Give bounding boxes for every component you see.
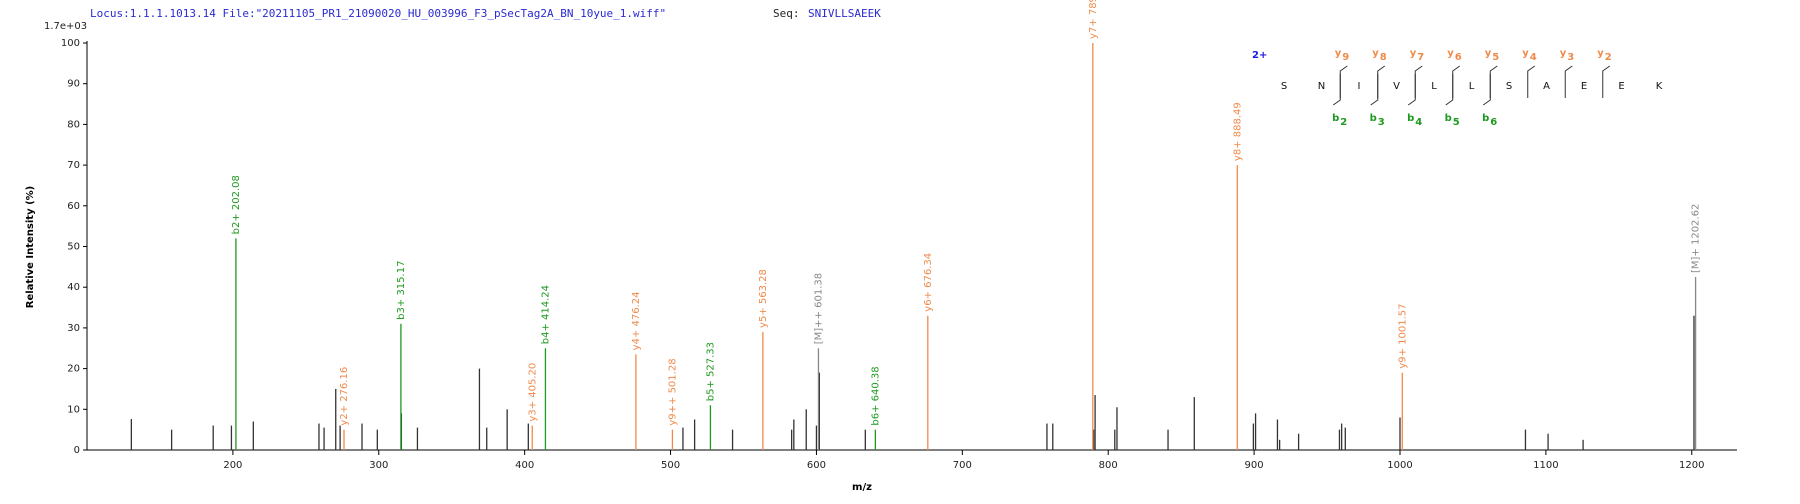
y-ion-index: 3 [1567, 52, 1574, 63]
y-tick-label: 80 [67, 119, 80, 130]
peak-label: y7+ 789.43 [1088, 0, 1099, 39]
y-tick-label: 20 [67, 364, 80, 375]
peak-label: y2+ 276.16 [339, 367, 350, 426]
y-tick-label: 70 [67, 160, 80, 171]
cleavage-mark [1445, 74, 1454, 106]
y-tick-label: 60 [67, 201, 80, 212]
residue: L [1469, 81, 1475, 92]
cleavage-mark [1332, 74, 1341, 106]
x-tick-label: 700 [953, 460, 972, 471]
x-tick-label: 200 [223, 460, 242, 471]
b-ion-index: 5 [1453, 117, 1460, 128]
peak-label: y6+ 676.34 [923, 253, 934, 312]
b-ion-letter: b [1482, 113, 1489, 124]
b-ion-index: 2 [1340, 117, 1347, 128]
residue: N [1318, 81, 1325, 92]
scale-label: 1.7e+03 [44, 21, 87, 32]
peak-label: b4+ 414.24 [540, 285, 551, 344]
y-tick-label: 100 [61, 38, 80, 49]
cleavage-mark [1339, 65, 1348, 98]
header-sequence: SNIVLLSAEEK [808, 7, 881, 20]
peak-label: b6+ 640.38 [870, 366, 881, 425]
peak-label: y4+ 476.24 [631, 292, 642, 351]
peak-label: b5+ 527.33 [705, 342, 716, 401]
cleavage-mark [1564, 65, 1573, 98]
b-ion-letter: b [1445, 113, 1452, 124]
b-ion-index: 6 [1490, 117, 1497, 128]
y-ion-index: 4 [1530, 52, 1537, 63]
residue: S [1281, 81, 1287, 92]
charge-state: 2+ [1252, 50, 1267, 61]
x-axis-label: m/z [852, 482, 872, 493]
header-locus: Locus:1.1.1.1013.14 File:"20211105_PR1_2… [90, 7, 666, 20]
peak-label: b2+ 202.08 [231, 175, 242, 234]
y-ion-letter: y [1560, 48, 1567, 59]
peak-label: [M]++ 601.38 [813, 273, 824, 344]
cleavage-mark [1602, 65, 1611, 98]
x-tick-label: 600 [807, 460, 826, 471]
peak-label: [M]+ 1202.62 [1691, 204, 1702, 273]
b-ion-letter: b [1407, 113, 1414, 124]
y-tick-label: 30 [67, 323, 80, 334]
peak-label: y5+ 563.28 [758, 269, 769, 328]
b-ion-letter: b [1332, 113, 1339, 124]
y-ion-letter: y [1372, 48, 1379, 59]
x-tick-label: 500 [661, 460, 680, 471]
y-ion-index: 7 [1417, 52, 1424, 63]
y-ion-letter: y [1410, 48, 1417, 59]
cleavage-mark [1489, 65, 1498, 98]
x-tick-label: 1200 [1679, 460, 1704, 471]
peak-label: b3+ 315.17 [396, 261, 407, 320]
peak-label: y9+ 1001.57 [1397, 303, 1408, 368]
y-ion-index: 2 [1605, 52, 1612, 63]
y-tick-label: 40 [67, 282, 80, 293]
y-axis-label: Relative Intensity (%) [25, 186, 36, 309]
y-ion-letter: y [1447, 48, 1454, 59]
x-tick-label: 300 [369, 460, 388, 471]
y-ion-index: 6 [1455, 52, 1462, 63]
residue: K [1656, 81, 1663, 92]
y-ion-index: 8 [1380, 52, 1387, 63]
cleavage-mark [1370, 74, 1379, 106]
y-tick-label: 90 [67, 79, 80, 90]
y-tick-label: 50 [67, 242, 80, 253]
residue: S [1506, 81, 1512, 92]
cleavage-mark [1407, 74, 1416, 106]
x-tick-label: 1100 [1533, 460, 1558, 471]
residue: E [1581, 81, 1587, 92]
residue: I [1358, 81, 1361, 92]
b-ion-letter: b [1370, 113, 1377, 124]
residue: L [1431, 81, 1437, 92]
b-ion-index: 3 [1378, 117, 1385, 128]
y-ion-letter: y [1335, 48, 1342, 59]
x-tick-label: 800 [1099, 460, 1118, 471]
cleavage-mark [1452, 65, 1461, 98]
cleavage-mark [1482, 74, 1491, 106]
b-ion-index: 4 [1415, 117, 1422, 128]
x-tick-label: 400 [515, 460, 534, 471]
y-tick-label: 0 [74, 445, 80, 456]
residue: E [1618, 81, 1624, 92]
y-tick-label: 10 [67, 404, 80, 415]
peak-label: y8+ 888.49 [1232, 102, 1243, 161]
cleavage-mark [1377, 65, 1386, 98]
y-ion-index: 5 [1492, 52, 1499, 63]
y-ion-letter: y [1597, 48, 1604, 59]
cleavage-mark [1414, 65, 1423, 98]
x-tick-label: 900 [1245, 460, 1264, 471]
y-ion-letter: y [1485, 48, 1492, 59]
residue: V [1393, 81, 1400, 92]
y-ion-index: 9 [1342, 52, 1349, 63]
peak-label: y3+ 405.20 [527, 363, 538, 422]
cleavage-mark [1527, 65, 1536, 98]
x-tick-label: 1000 [1387, 460, 1412, 471]
peak-label: y9++ 501.28 [667, 358, 678, 425]
header-seq-label: Seq: [773, 7, 800, 20]
residue: A [1543, 81, 1550, 92]
y-ion-letter: y [1522, 48, 1529, 59]
